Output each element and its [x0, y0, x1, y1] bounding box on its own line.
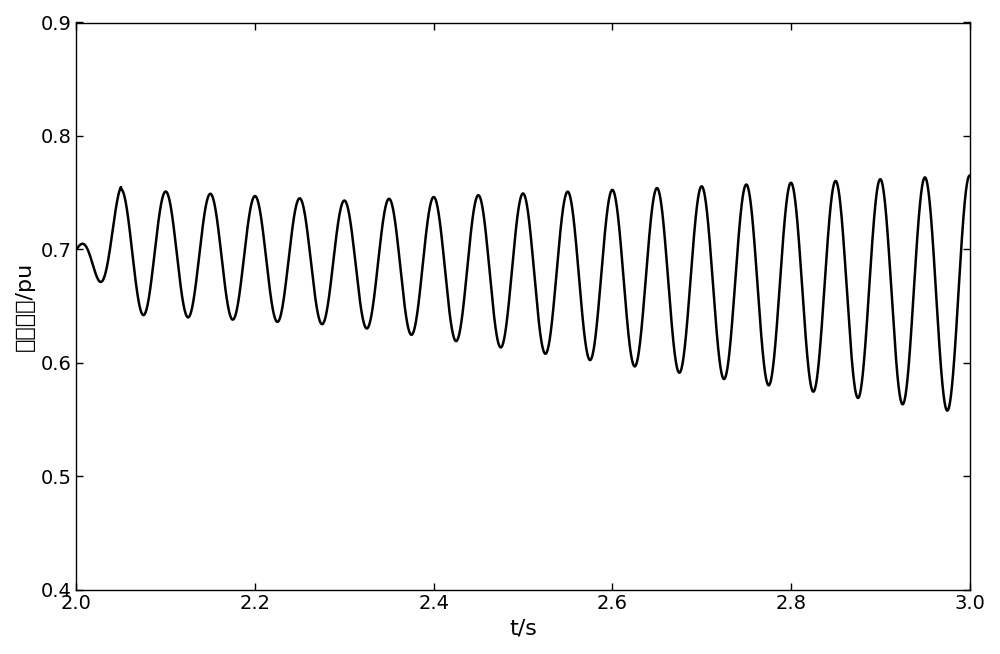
X-axis label: t/s: t/s — [509, 619, 537, 639]
Y-axis label: 端口功率/pu: 端口功率/pu — [15, 262, 35, 351]
